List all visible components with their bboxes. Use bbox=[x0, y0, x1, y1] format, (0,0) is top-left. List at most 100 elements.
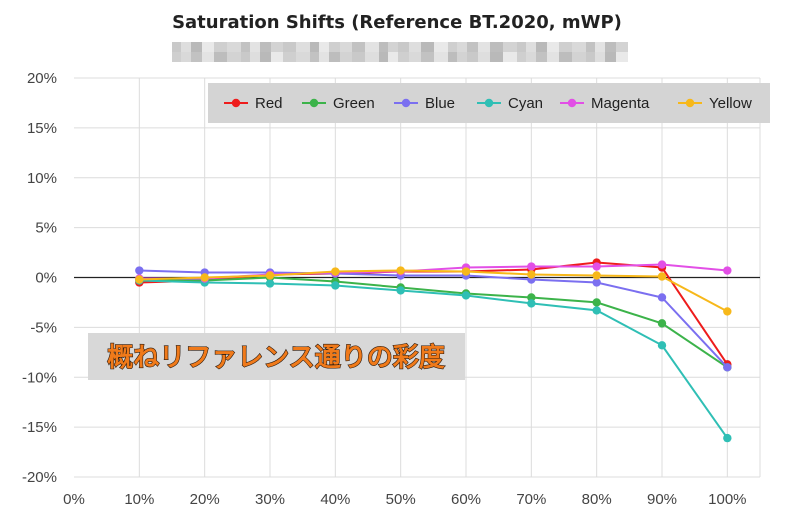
redaction-block bbox=[271, 42, 283, 52]
redaction-block bbox=[241, 42, 250, 52]
x-tick-label: 0% bbox=[63, 491, 85, 508]
redaction-block bbox=[191, 52, 202, 62]
data-point-yellow bbox=[135, 275, 144, 284]
y-tick-label: 10% bbox=[27, 170, 57, 187]
redaction-block bbox=[202, 42, 214, 52]
legend-label: Cyan bbox=[508, 95, 543, 112]
series-line-cyan bbox=[139, 279, 729, 439]
redaction-block bbox=[503, 42, 517, 52]
redaction-block bbox=[434, 42, 448, 52]
legend-marker bbox=[401, 98, 411, 108]
data-point-cyan bbox=[331, 281, 340, 290]
redaction-block bbox=[457, 42, 467, 52]
redaction-block bbox=[536, 52, 547, 62]
redaction-block bbox=[448, 42, 457, 52]
redaction-block bbox=[340, 42, 352, 52]
redaction-block bbox=[250, 52, 260, 62]
redaction-block bbox=[340, 52, 352, 62]
redaction-block bbox=[241, 52, 250, 62]
data-point-magenta bbox=[592, 262, 601, 271]
y-axis-tick-labels: 20% 15% 10% 5% 0% -5% -10% -15% -20% bbox=[22, 70, 57, 486]
data-point-yellow bbox=[592, 271, 601, 280]
data-point-magenta bbox=[723, 266, 732, 275]
legend-marker bbox=[484, 98, 494, 108]
data-point-magenta bbox=[527, 262, 536, 271]
redaction-block bbox=[547, 52, 559, 62]
y-tick-label: 0% bbox=[35, 270, 57, 287]
redaction-block bbox=[227, 42, 241, 52]
redaction-block bbox=[467, 52, 478, 62]
annotation-box: 概ねリファレンス通りの彩度 bbox=[88, 333, 465, 380]
redaction-block bbox=[310, 42, 319, 52]
redaction-block bbox=[329, 52, 340, 62]
redaction-block bbox=[559, 52, 572, 62]
legend-item-yellow: Yellow bbox=[678, 95, 752, 112]
legend-marker bbox=[567, 98, 577, 108]
redaction-block bbox=[616, 42, 628, 52]
redaction-block bbox=[388, 52, 398, 62]
data-point-blue bbox=[135, 266, 144, 275]
redaction-block bbox=[434, 52, 448, 62]
redaction-block bbox=[388, 42, 398, 52]
redaction-block bbox=[457, 52, 467, 62]
data-series bbox=[135, 258, 732, 443]
x-tick-label: 60% bbox=[451, 491, 481, 508]
data-point-yellow bbox=[331, 267, 340, 276]
redaction-block bbox=[467, 42, 478, 52]
x-tick-label: 70% bbox=[516, 491, 546, 508]
redaction-block bbox=[329, 42, 340, 52]
legend-marker bbox=[309, 98, 319, 108]
x-tick-label: 50% bbox=[386, 491, 416, 508]
x-tick-label: 20% bbox=[190, 491, 220, 508]
data-point-cyan bbox=[461, 291, 471, 300]
redaction-block bbox=[283, 52, 296, 62]
legend-marker bbox=[685, 98, 695, 108]
annotation-text: 概ねリファレンス通りの彩度 bbox=[107, 342, 444, 373]
redaction-block bbox=[319, 42, 329, 52]
legend-label: Yellow bbox=[709, 95, 752, 112]
data-point-blue bbox=[723, 363, 732, 372]
redaction-block bbox=[572, 42, 586, 52]
redaction-block bbox=[605, 42, 616, 52]
data-point-green bbox=[657, 319, 667, 328]
x-tick-label: 40% bbox=[320, 491, 350, 508]
data-point-cyan bbox=[592, 306, 601, 315]
redaction-block bbox=[352, 52, 365, 62]
legend-label: Blue bbox=[425, 95, 455, 112]
legend-item-red: Red bbox=[224, 95, 283, 112]
redaction-block bbox=[260, 42, 271, 52]
redaction-block bbox=[379, 52, 388, 62]
redaction-block bbox=[490, 52, 503, 62]
redaction-block bbox=[181, 52, 191, 62]
redaction-block bbox=[572, 52, 586, 62]
legend-item-cyan: Cyan bbox=[477, 95, 543, 112]
redaction-block bbox=[586, 52, 595, 62]
redaction-block bbox=[296, 42, 310, 52]
redaction-block bbox=[409, 42, 421, 52]
legend-item-blue: Blue bbox=[394, 95, 455, 112]
x-tick-label: 90% bbox=[647, 491, 677, 508]
legend-marker bbox=[231, 98, 241, 108]
redaction-block bbox=[595, 52, 605, 62]
chart-title: Saturation Shifts (Reference BT.2020, mW… bbox=[172, 12, 622, 33]
y-tick-label: -15% bbox=[22, 419, 57, 436]
redaction-block bbox=[227, 52, 241, 62]
x-tick-label: 80% bbox=[582, 491, 612, 508]
data-point-yellow bbox=[200, 273, 209, 282]
data-point-yellow bbox=[723, 307, 732, 316]
data-point-green bbox=[592, 298, 601, 307]
legend-item-magenta: Magenta bbox=[560, 95, 650, 112]
redaction-block bbox=[448, 52, 457, 62]
data-point-yellow bbox=[527, 270, 536, 279]
series-line-blue bbox=[139, 269, 729, 368]
redaction-block bbox=[559, 42, 572, 52]
y-tick-label: 5% bbox=[35, 220, 57, 237]
y-tick-label: 15% bbox=[27, 120, 57, 137]
series-line-green bbox=[139, 276, 728, 369]
redaction-block bbox=[379, 42, 388, 52]
legend-label: Magenta bbox=[591, 95, 650, 112]
redaction-block bbox=[181, 42, 191, 52]
redaction-block bbox=[503, 52, 517, 62]
redaction-block bbox=[191, 42, 202, 52]
